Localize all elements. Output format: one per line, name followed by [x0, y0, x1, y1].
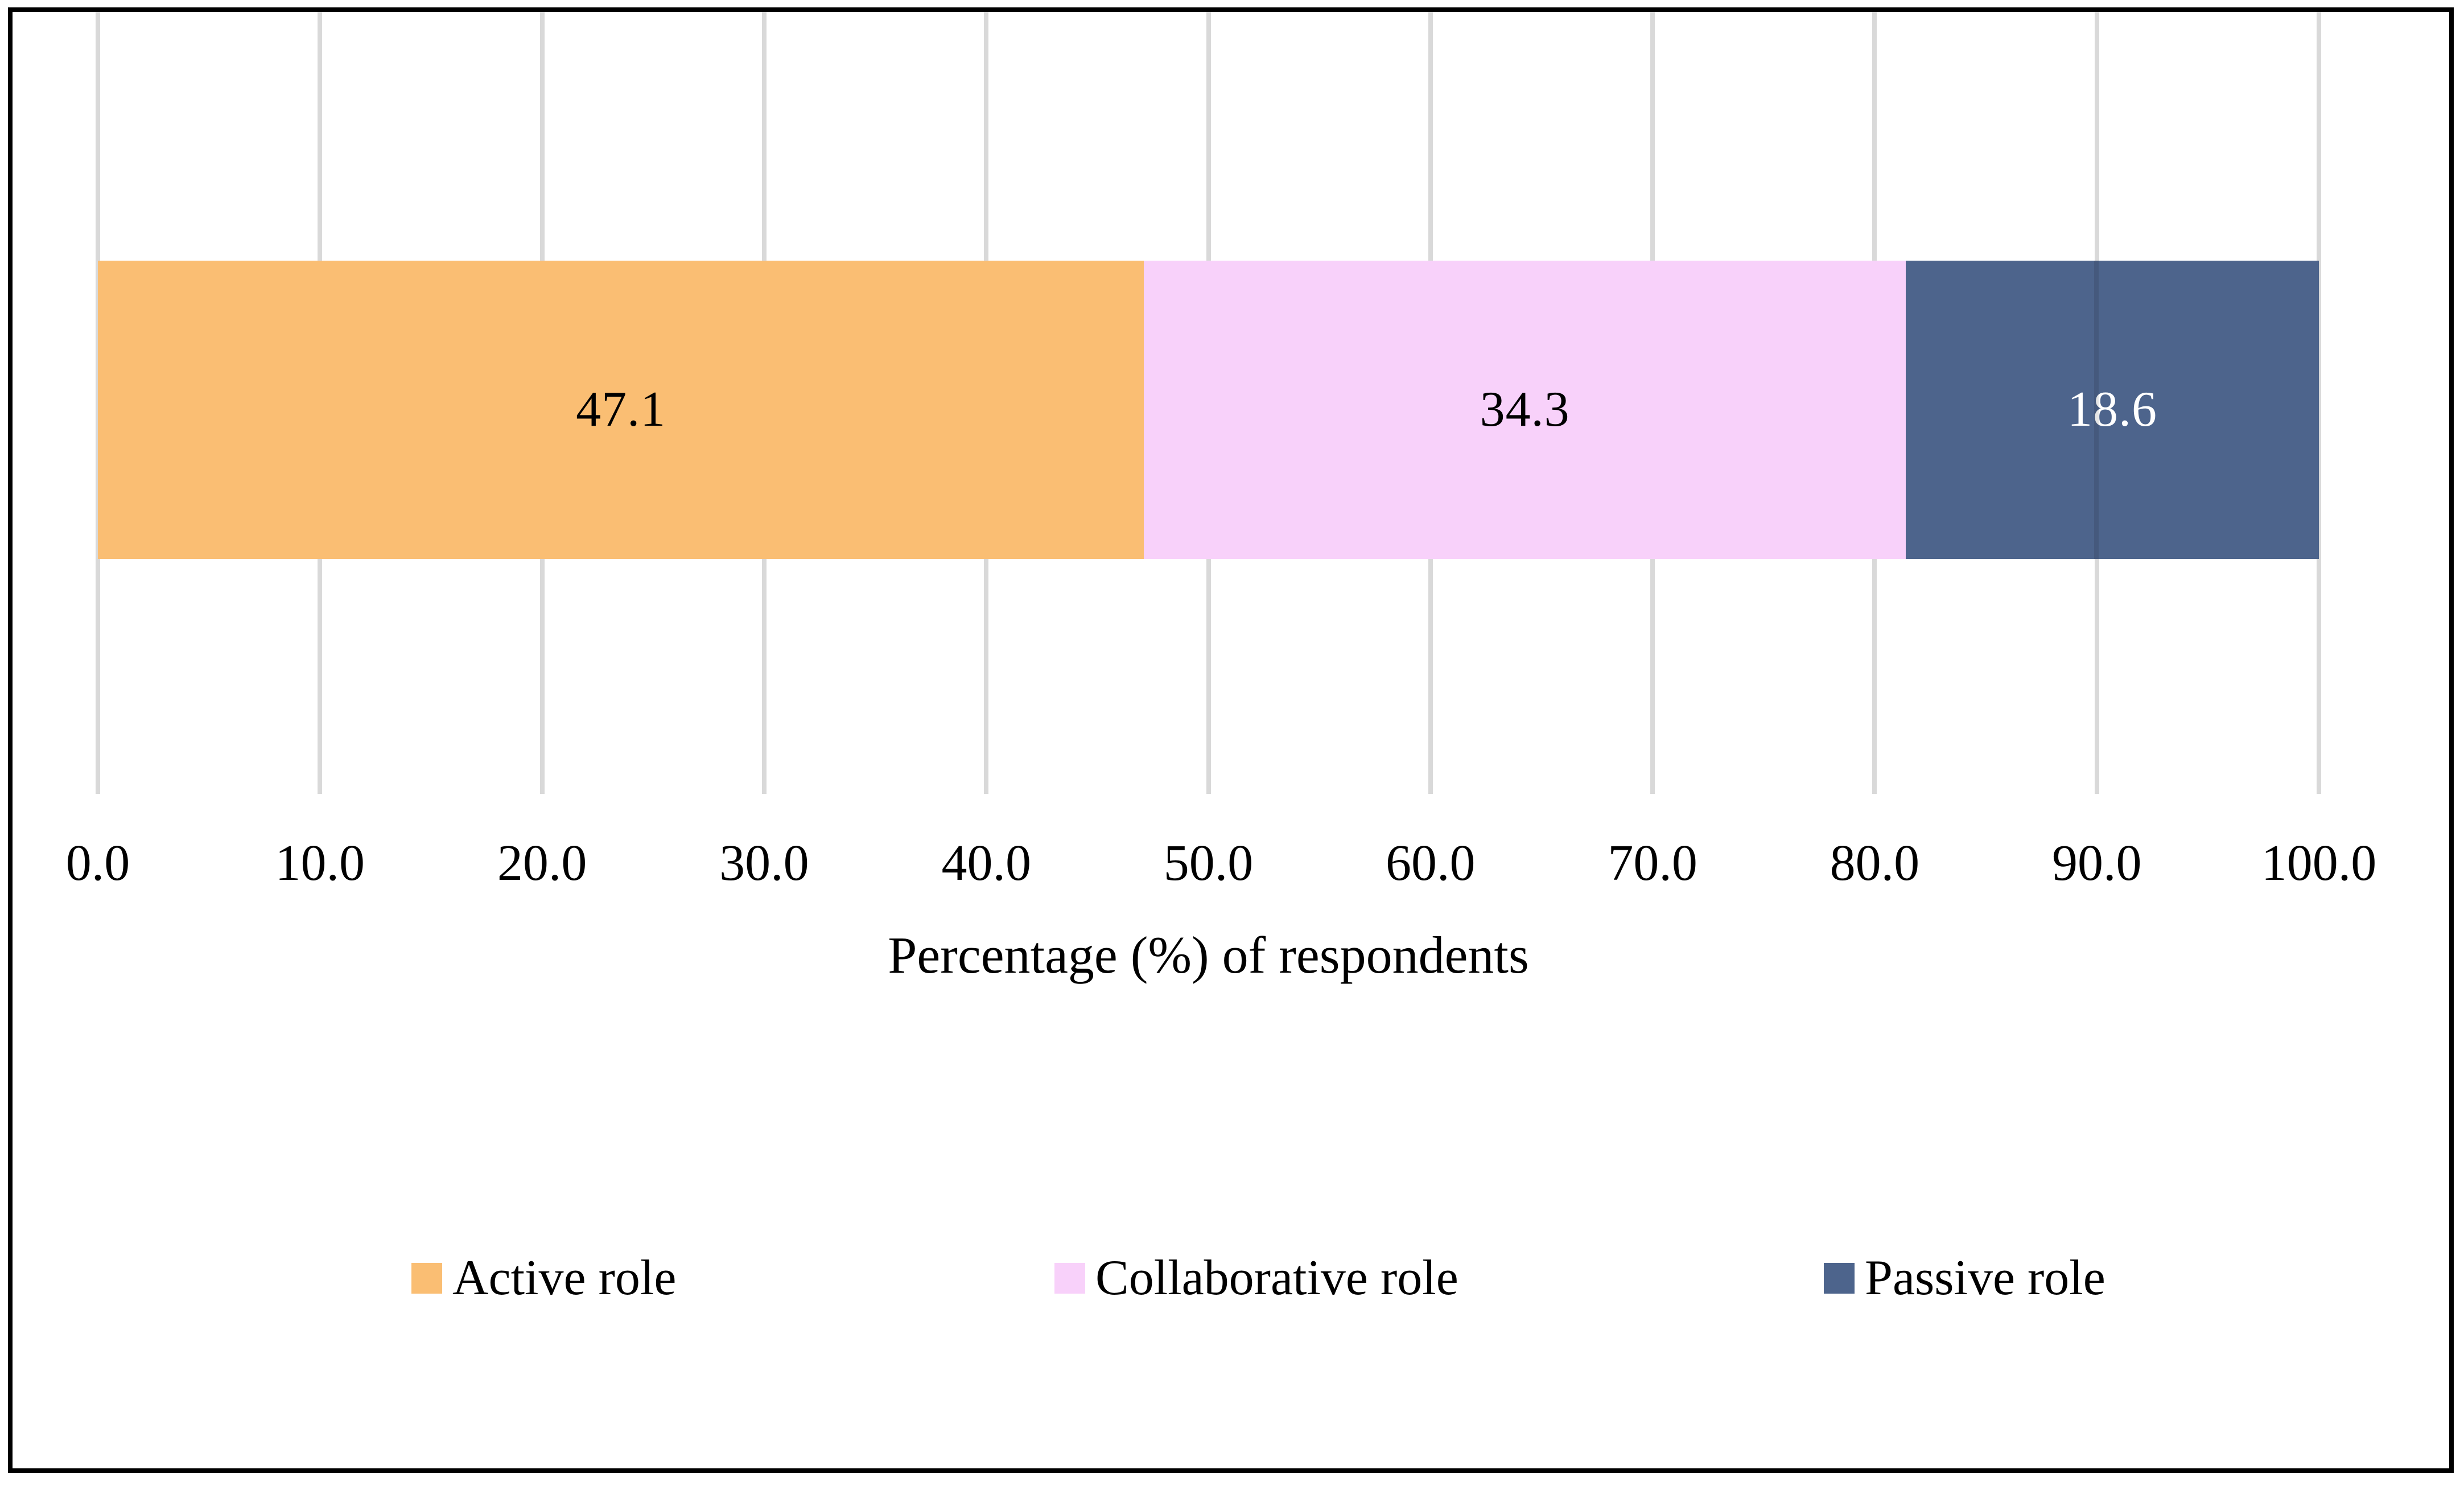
legend-label: Passive role [1865, 1250, 2105, 1306]
legend-item-active-role: Active role [411, 1248, 676, 1309]
gridline [2317, 12, 2321, 794]
legend-swatch [1054, 1263, 1085, 1294]
legend-item-collaborative-role: Collaborative role [1054, 1248, 1458, 1309]
bar-value-label: 18.6 [2067, 382, 2157, 437]
x-tick-label: 40.0 [941, 835, 1031, 891]
x-tick-label: 60.0 [1386, 835, 1476, 891]
x-tick-label: 100.0 [2261, 835, 2377, 891]
x-tick-label: 80.0 [1830, 835, 1920, 891]
x-tick-label: 20.0 [497, 835, 587, 891]
bar-value-label: 47.1 [576, 382, 666, 437]
x-tick-label: 10.0 [275, 835, 365, 891]
legend-swatch [1824, 1263, 1855, 1294]
stacked-bar: 47.1 34.3 18.6 [98, 261, 2319, 559]
legend-item-passive-role: Passive role [1824, 1248, 2105, 1309]
x-axis-title: Percentage (%) of respondents [888, 926, 1529, 984]
x-tick-label: 30.0 [719, 835, 809, 891]
legend-swatch [411, 1263, 442, 1294]
bar-segment-passive-role: 18.6 [1906, 261, 2319, 559]
bar-segment-collaborative-role: 34.3 [1144, 261, 1906, 559]
legend-label: Active role [452, 1250, 677, 1306]
x-tick-label: 50.0 [1163, 835, 1254, 891]
x-tick-label: 90.0 [2051, 835, 2142, 891]
bar-value-label: 34.3 [1480, 382, 1570, 437]
x-tick-label: 0.0 [65, 835, 130, 891]
x-tick-label: 70.0 [1608, 835, 1697, 891]
bar-segment-active-role: 47.1 [98, 261, 1144, 559]
x-axis-tick-row: 0.0 10.0 20.0 30.0 40.0 50.0 60.0 70.0 80.0 90.0 1… [66, 832, 2377, 895]
legend: Active role Collaborative role Passive rol… [0, 1248, 2464, 1309]
legend-label: Collaborative role [1095, 1250, 1458, 1306]
